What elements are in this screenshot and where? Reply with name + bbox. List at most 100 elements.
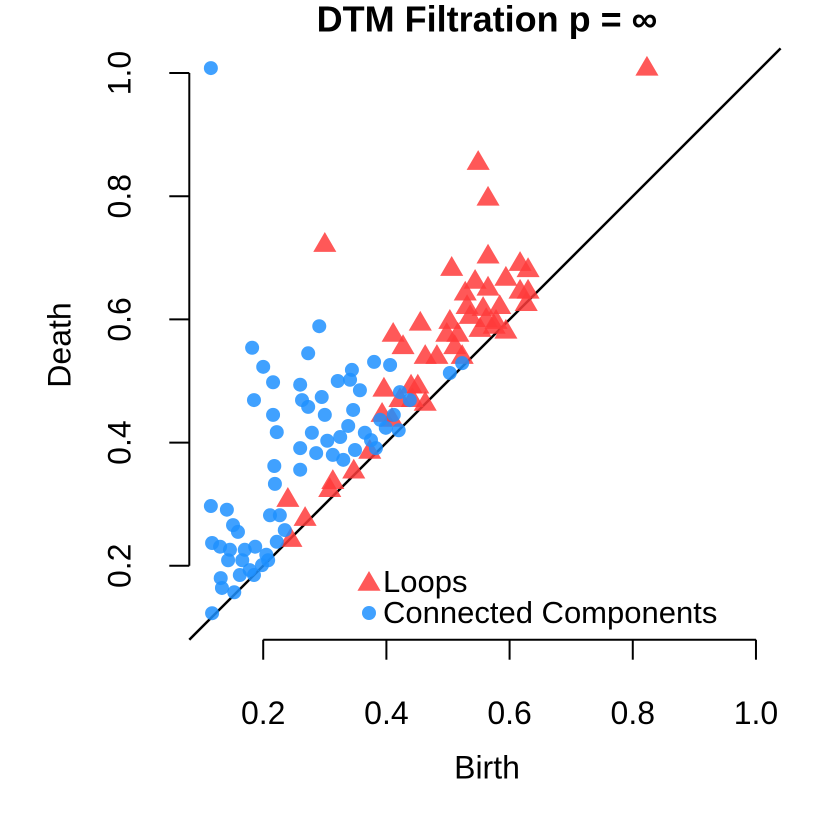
point	[262, 508, 277, 523]
point	[320, 433, 335, 448]
point	[301, 346, 316, 361]
point	[259, 547, 274, 562]
point	[245, 340, 260, 355]
point	[248, 539, 263, 554]
diagonal	[188, 47, 782, 641]
point	[455, 356, 470, 371]
point	[312, 319, 327, 334]
y-tick-label: 0.6	[101, 297, 137, 341]
point	[272, 508, 287, 523]
point	[476, 185, 500, 206]
point	[463, 268, 487, 289]
x-tick-label: 0.6	[487, 695, 531, 731]
legend-marker	[357, 571, 381, 591]
point	[317, 407, 332, 422]
point	[341, 418, 356, 433]
point	[346, 402, 361, 417]
y-tick-label: 1.0	[101, 51, 137, 95]
point	[383, 357, 398, 372]
point	[336, 452, 351, 467]
point	[482, 313, 506, 334]
point	[413, 344, 437, 364]
point	[476, 275, 500, 296]
point	[279, 527, 303, 547]
point	[333, 430, 348, 445]
y-tick-label: 0.2	[101, 544, 137, 588]
point	[440, 256, 464, 276]
point	[466, 150, 490, 170]
point	[453, 280, 477, 301]
point	[372, 376, 396, 397]
point	[205, 606, 220, 621]
point	[230, 524, 245, 539]
point	[488, 294, 512, 315]
point	[314, 390, 329, 405]
point	[330, 374, 345, 389]
point	[269, 534, 284, 549]
point	[408, 310, 432, 331]
y-tick-label: 0.8	[101, 174, 137, 218]
point	[214, 580, 229, 595]
x-tick-label: 0.2	[241, 695, 285, 731]
point	[442, 365, 457, 380]
point	[313, 232, 337, 252]
point	[246, 568, 261, 583]
x-tick-label: 1.0	[734, 695, 778, 731]
point	[293, 462, 308, 477]
point	[325, 447, 340, 462]
point	[203, 499, 218, 514]
point	[413, 390, 437, 411]
point	[222, 542, 237, 557]
point	[635, 55, 659, 76]
x-tick-label: 0.4	[364, 695, 408, 731]
point	[494, 318, 518, 339]
point	[391, 334, 415, 355]
point	[304, 425, 319, 440]
point	[203, 61, 218, 76]
legend-label: Connected Components	[383, 595, 717, 630]
point	[458, 304, 482, 324]
point	[235, 553, 250, 568]
legend-label: Loops	[383, 564, 467, 599]
point	[344, 362, 359, 377]
legend-marker	[362, 606, 376, 620]
point	[386, 407, 401, 422]
point	[446, 321, 470, 342]
point	[378, 420, 393, 435]
point	[381, 321, 405, 342]
point	[256, 359, 271, 374]
point	[342, 458, 366, 479]
point	[494, 265, 518, 286]
point	[391, 423, 406, 438]
point	[267, 476, 282, 491]
point	[402, 393, 417, 408]
point	[266, 407, 281, 422]
point	[309, 446, 324, 461]
point	[352, 383, 367, 398]
point	[471, 296, 495, 316]
point	[269, 425, 284, 440]
point	[293, 377, 308, 392]
point	[227, 585, 242, 600]
chart-title: DTM Filtration p = ∞	[317, 0, 658, 40]
point	[221, 553, 236, 568]
point	[301, 399, 316, 414]
point	[318, 477, 342, 497]
point	[293, 441, 308, 456]
point	[450, 344, 474, 364]
point	[514, 291, 538, 311]
point	[347, 442, 362, 457]
x-axis-label: Birth	[454, 749, 520, 785]
point	[277, 523, 292, 538]
point	[368, 441, 383, 456]
point	[392, 385, 407, 400]
point	[516, 257, 540, 278]
point	[516, 278, 540, 299]
point	[266, 375, 281, 390]
point	[246, 393, 261, 408]
point	[276, 487, 300, 507]
point	[438, 309, 462, 329]
point	[367, 354, 382, 369]
point	[476, 243, 500, 264]
